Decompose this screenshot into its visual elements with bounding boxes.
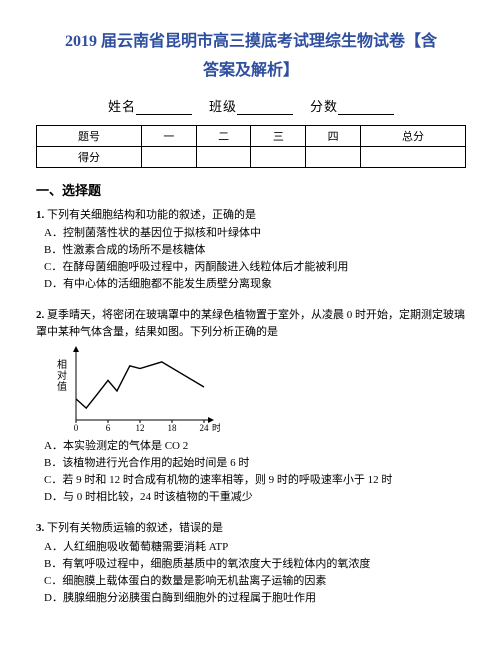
class-label: 班级 [209, 99, 237, 114]
q3-opt-b: B．有氧呼吸过程中，细胞质基质中的氧浓度大于线粒体内的氧浓度 [44, 556, 466, 573]
cell-blank [196, 146, 251, 167]
cell-blank [306, 146, 361, 167]
svg-text:0: 0 [74, 423, 79, 433]
q2-opt-b: B．该植物进行光合作用的起始时间是 6 时 [44, 455, 466, 472]
th-3: 三 [251, 125, 306, 146]
cell-blank [251, 146, 306, 167]
q3-opt-d: D．胰腺细胞分泌胰蛋白酶到细胞外的过程属于胞吐作用 [44, 590, 466, 607]
q2-opt-d: D．与 0 时相比较，24 时该植物的干重减少 [44, 489, 466, 506]
cell-blank [141, 146, 196, 167]
th-0: 题号 [37, 125, 142, 146]
cell-blank [361, 146, 466, 167]
q1-opt-a: A．控制菌落性状的基因位于拟核和叶绿体中 [44, 225, 466, 242]
q1-opt-d: D．有中心体的活细胞都不能发生质壁分离现象 [44, 276, 466, 293]
q1-opt-c: C．在酵母菌细胞呼吸过程中，丙酮酸进入线粒体后才能被利用 [44, 259, 466, 276]
section-heading: 一、选择题 [36, 180, 466, 199]
q1-num: 1. [36, 209, 44, 221]
q3-stem: 下列有关物质运输的叙述，错误的是 [47, 522, 223, 534]
row2-first: 得分 [37, 146, 142, 167]
svg-text:18: 18 [168, 423, 178, 433]
meta-line: 姓名 班级 分数 [36, 96, 466, 115]
svg-text:时间/h: 时间/h [212, 422, 220, 433]
score-label: 分数 [310, 99, 338, 114]
line-chart: 0 6 12 18 24时间/h 相对值 [50, 346, 220, 436]
svg-text:相: 相 [57, 358, 67, 371]
q2-stem: 夏季晴天，将密闭在玻璃罩中的某绿色植物置于室外，从凌晨 0 时开始，定期测定玻璃… [36, 309, 465, 338]
table-row: 得分 [37, 146, 466, 167]
title-line-2: 答案及解析】 [203, 62, 299, 79]
svg-text:24: 24 [200, 423, 210, 433]
name-blank [136, 100, 192, 115]
svg-text:值: 值 [57, 380, 67, 393]
th-4: 四 [306, 125, 361, 146]
class-blank [237, 100, 293, 115]
q3-opt-a: A．人红细胞吸收葡萄糖需要消耗 ATP [44, 539, 466, 556]
question-2: 2. 夏季晴天，将密闭在玻璃罩中的某绿色植物置于室外，从凌晨 0 时开始，定期测… [36, 307, 466, 506]
q2-num: 2. [36, 309, 44, 321]
q2-opt-c: C．若 9 时和 12 时合成有机物的速率相等，则 9 时的呼吸速率小于 12 … [44, 472, 466, 489]
th-5: 总分 [361, 125, 466, 146]
svg-text:6: 6 [106, 423, 111, 433]
q3-opt-c: C．细胞膜上载体蛋白的数量是影响无机盐离子运输的因素 [44, 573, 466, 590]
th-2: 二 [196, 125, 251, 146]
title-line-1: 2019 届云南省昆明市高三摸底考试理综生物试卷【含 [65, 33, 437, 50]
q2-chart: 0 6 12 18 24时间/h 相对值 [50, 346, 466, 436]
question-3: 3. 下列有关物质运输的叙述，错误的是 A．人红细胞吸收葡萄糖需要消耗 ATP … [36, 520, 466, 607]
table-row: 题号 一 二 三 四 总分 [37, 125, 466, 146]
svg-text:对: 对 [57, 369, 67, 382]
svg-text:12: 12 [136, 423, 145, 433]
score-table: 题号 一 二 三 四 总分 得分 [36, 125, 466, 168]
th-1: 一 [141, 125, 196, 146]
q2-opt-a: A．本实验测定的气体是 CO 2 [44, 438, 466, 455]
score-blank [338, 100, 394, 115]
q3-num: 3. [36, 522, 44, 534]
q1-stem: 下列有关细胞结构和功能的叙述，正确的是 [47, 209, 256, 221]
name-label: 姓名 [108, 99, 136, 114]
q1-opt-b: B．性激素合成的场所不是核糖体 [44, 242, 466, 259]
question-1: 1. 下列有关细胞结构和功能的叙述，正确的是 A．控制菌落性状的基因位于拟核和叶… [36, 207, 466, 294]
